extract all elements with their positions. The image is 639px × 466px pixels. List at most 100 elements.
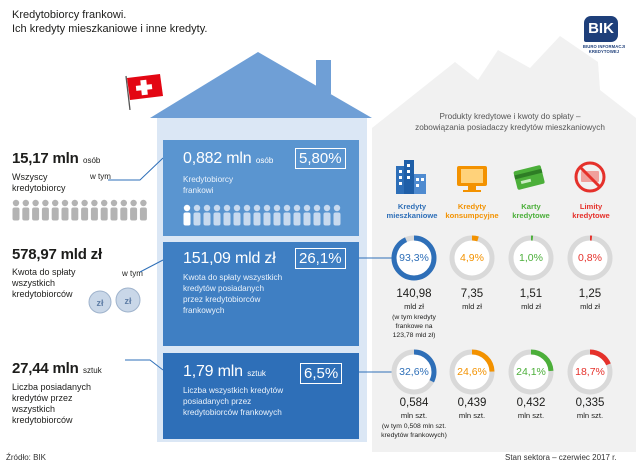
loans-desc-4: kredytobiorców: [12, 415, 73, 425]
person-icon: [61, 199, 69, 221]
franc-debt-desc-1: Kwota do spłaty wszystkich: [183, 273, 283, 282]
person-icon: [139, 199, 147, 221]
mortgage-count-pct: 32,6%: [399, 366, 429, 378]
debt-w-tym: w tym: [122, 269, 143, 278]
franc-borrowers-pct: 5,80%: [295, 148, 346, 169]
left-debt: 578,97 mld zł Kwota do spłaty wszystkich…: [12, 246, 162, 300]
mortgage-debt-value: 140,98: [396, 288, 432, 300]
person-icon: [193, 204, 201, 226]
products-title-1: Produkty kredytowe i kwoty do spłaty –: [439, 112, 581, 121]
panel-franc-debt: 151,09 mld zł 26,1% Kwota do spłaty wszy…: [163, 242, 359, 346]
left-borrowers: 15,17 mln osób Wszyscy kredytobiorcy: [12, 150, 152, 194]
consumer-debt-value: 7,35: [460, 288, 484, 300]
consumer-debt-pct: 4,9%: [460, 252, 484, 264]
borrowers-w-tym: w tym: [90, 172, 111, 181]
loans-desc-3: wszystkich: [12, 404, 56, 414]
person-icon: [303, 204, 311, 226]
person-icon: [90, 199, 98, 221]
mortgage-debt-note: (w tym kredyty frankowe na 123,78 mld zł…: [392, 314, 436, 339]
category-cards: Karty kredytowe: [512, 202, 550, 220]
buildings-icon: [396, 160, 426, 194]
category-mortgage: Kredyty mieszkaniowe: [386, 202, 438, 220]
person-icon: [223, 204, 231, 226]
franc-loans-unit: sztuk: [247, 369, 266, 378]
count-ring-3: [567, 349, 613, 395]
loans-desc-1: Liczba posiadanych: [12, 382, 92, 392]
person-icon: [71, 199, 79, 221]
debt-total: 578,97 mld zł: [12, 246, 102, 263]
debt-desc-1: Kwota do spłaty: [12, 267, 76, 277]
mortgage-count-value: 0,584: [399, 397, 429, 409]
consumer-debt-unit: mld zł: [462, 302, 482, 311]
franc-borrowers-desc-2: frankowi: [183, 186, 214, 195]
svg-text:zł: zł: [124, 296, 132, 306]
person-icon: [233, 204, 241, 226]
person-icon: [120, 199, 128, 221]
cards-debt-value: 1,51: [519, 288, 543, 300]
title-line-2: Ich kredyty mieszkaniowe i inne kredyty.: [12, 23, 208, 35]
limits-count-unit: mln szt.: [576, 411, 604, 420]
mortgage-debt-unit: mld zł: [404, 302, 424, 311]
products-title-2: zobowiązania posiadaczy kredytów mieszka…: [415, 123, 605, 132]
credit-card-icon: [513, 165, 545, 190]
person-icon: [110, 199, 118, 221]
franc-debt-value: 151,09 mld zł: [183, 250, 276, 267]
debt-ring-1: [449, 235, 495, 281]
consumer-count-unit: mln szt.: [458, 411, 486, 420]
franc-debt-desc-4: frankowych: [183, 306, 225, 315]
person-icon: [213, 204, 221, 226]
loans-unit: sztuk: [83, 366, 102, 375]
franc-borrowers-unit: osób: [255, 156, 274, 165]
borrowers-desc-1: Wszyscy: [12, 172, 48, 182]
page-title: Kredytobiorcy frankowi. Ich kredyty mies…: [12, 8, 207, 36]
limits-debt-value: 1,25: [578, 288, 602, 300]
debt-ring-2: [508, 235, 554, 281]
coins-icon: zł zł: [88, 287, 141, 314]
loans-total: 27,44 mln: [12, 360, 79, 377]
franc-debt-pct: 26,1%: [295, 248, 346, 269]
mortgage-count-note: (w tym 0,508 mln szt. kredytów frankowyc…: [381, 423, 447, 439]
count-ring-2: [508, 349, 554, 395]
person-icon: [22, 199, 30, 221]
franc-loans-pct: 6,5%: [300, 363, 343, 384]
limit-icon: [574, 161, 606, 193]
category-limits: Limity kredytowe: [572, 202, 610, 220]
borrowers-total: 15,17 mln: [12, 150, 79, 167]
franc-loans-desc-1: Liczba wszystkich kredytów: [183, 386, 284, 395]
limits-count-pct: 18,7%: [575, 366, 605, 378]
person-icon: [293, 204, 301, 226]
person-icon: [313, 204, 321, 226]
franc-loans-desc-3: kredytobiorców frankowych: [183, 408, 282, 417]
person-icon: [333, 204, 341, 226]
franc-debt-desc-3: przez kredytobiorców: [183, 295, 261, 304]
footer-source: Źródło: BIK: [6, 453, 47, 462]
tv-icon: [457, 166, 487, 192]
person-icon: [283, 204, 291, 226]
person-icon: [130, 199, 138, 221]
debt-ring-0: [391, 235, 437, 281]
consumer-count-value: 0,439: [457, 397, 487, 409]
mortgage-count-unit: mln szt.: [400, 411, 428, 420]
count-ring-0: [391, 349, 437, 395]
loans-desc-2: kredytów przez: [12, 393, 73, 403]
people-icon-row-franc: [183, 204, 341, 226]
panel-franc-borrowers: 0,882 mln osób 5,80% Kredytobiorcy frank…: [163, 140, 359, 236]
franc-loans-value: 1,79 mln: [183, 363, 243, 380]
person-icon: [51, 199, 59, 221]
bik-logo-subtitle: BIURO INFORMACJI KREDYTOWEJ: [582, 44, 626, 54]
person-icon: [32, 199, 40, 221]
limits-count-value: 0,335: [575, 397, 605, 409]
consumer-count-pct: 24,6%: [457, 366, 487, 378]
limits-debt-unit: mld zł: [580, 302, 600, 311]
debt-desc-3: kredytobiorców: [12, 289, 73, 299]
person-icon: [12, 199, 20, 221]
person-icon: [41, 199, 49, 221]
svg-text:zł: zł: [96, 298, 104, 308]
person-icon: [273, 204, 281, 226]
borrowers-desc-2: kredytobiorcy: [12, 183, 66, 193]
person-icon: [81, 199, 89, 221]
borrowers-unit: osób: [83, 156, 101, 165]
person-icon: [263, 204, 271, 226]
